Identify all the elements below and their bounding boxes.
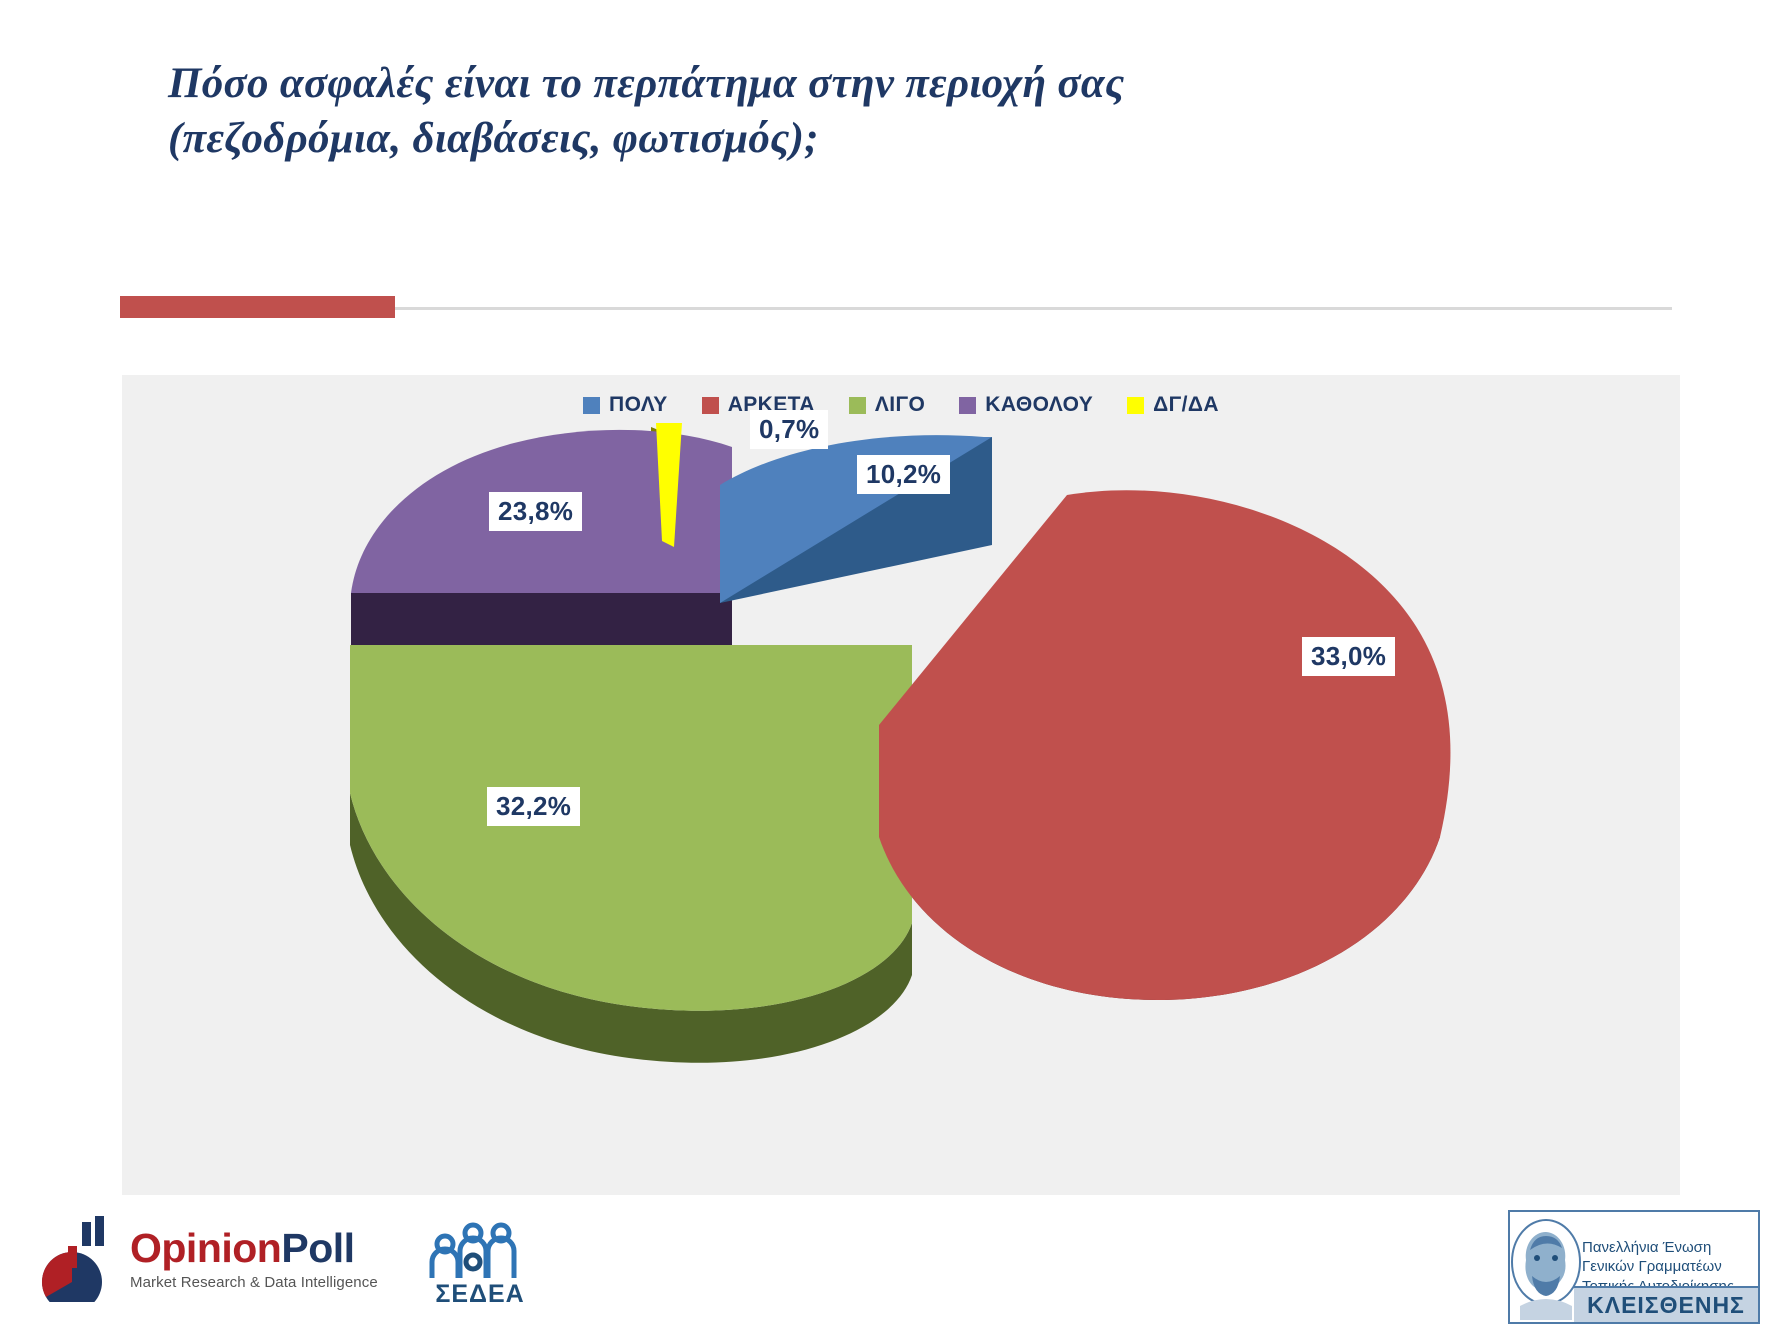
opinionpoll-name-part2: Poll <box>281 1224 355 1271</box>
legend-item-polu[interactable]: ΠΟΛΥ <box>583 393 668 417</box>
data-label-katholou: 23,8% <box>489 492 583 531</box>
legend-label-katholou: ΚΑΘΟΛΟΥ <box>985 393 1094 416</box>
opinionpoll-logo: OpinionPoll Market Research & Data Intel… <box>38 1216 378 1302</box>
legend-label-polu: ΠΟΛΥ <box>609 393 668 416</box>
pie-slice-top-dgda <box>656 423 682 547</box>
kleisthenis-name-bar: ΚΛΕΙΣΘΕΝΗΣ <box>1574 1286 1758 1322</box>
opinionpoll-wordmark: OpinionPoll Market Research & Data Intel… <box>130 1224 378 1291</box>
legend-item-ligo[interactable]: ΛΙΓΟ <box>848 393 926 417</box>
legend-swatch-icon-dgda <box>1127 396 1145 414</box>
footer-logo-bar: OpinionPoll Market Research & Data Intel… <box>0 1198 1776 1332</box>
legend-item-katholou[interactable]: ΚΑΘΟΛΟΥ <box>959 393 1093 417</box>
page-title-line-2: (πεζοδρόμια, διαβάσεις, φωτισμός); <box>168 115 819 163</box>
legend-item-dgda[interactable]: ΔΓ/ΔΑ <box>1127 393 1219 417</box>
opinionpoll-pie-bars-icon <box>41 1216 104 1302</box>
legend-label-ligo: ΛΙΓΟ <box>874 393 926 416</box>
kleisthenis-line-2: Γενικών Γραμματέων <box>1582 1258 1722 1276</box>
chart-legend: ΠΟΛΥ ΑΡΚΕΤΑ ΛΙΓΟ ΚΑΘΟΛΟΥ ΔΓ/ΔΑ <box>122 393 1680 417</box>
divider-line <box>120 307 1672 310</box>
pie-slice-side-katholou <box>351 593 732 645</box>
pie-slice-top-ligo <box>350 645 912 1011</box>
pie-slice-top-arketa <box>879 490 1451 1000</box>
data-label-polu: 10,2% <box>857 455 951 494</box>
opinionpoll-name-part1: Opinion <box>130 1224 282 1271</box>
data-label-dgda: 0,7% <box>750 410 829 449</box>
page-title-line-1: Πόσο ασφαλές είναι το περπάτημα στην περ… <box>168 60 1125 107</box>
data-label-ligo: 32,2% <box>487 787 581 826</box>
legend-swatch-icon-arketa <box>701 396 719 414</box>
divider-accent-bar <box>120 296 395 318</box>
sedea-people-icon <box>429 1222 517 1278</box>
data-label-arketa: 33,0% <box>1302 637 1396 676</box>
page-title: Πόσο ασφαλές είναι το περπάτημα στην περ… <box>168 56 1418 166</box>
sedea-logo: ΣΕΔΕΑ <box>415 1222 545 1309</box>
pie-chart-3d <box>350 423 1451 1063</box>
kleisthenis-line-1: Πανελλήνια Ένωση <box>1582 1239 1712 1257</box>
kleisthenis-name: ΚΛΕΙΣΘΕΝΗΣ <box>1587 1291 1745 1318</box>
legend-swatch-icon-polu <box>583 396 601 414</box>
opinionpoll-tagline: Market Research & Data Intelligence <box>130 1273 378 1291</box>
sedea-name: ΣΕΔΕΑ <box>435 1280 525 1308</box>
chart-panel: ΠΟΛΥ ΑΡΚΕΤΑ ΛΙΓΟ ΚΑΘΟΛΟΥ ΔΓ/ΔΑ <box>122 375 1680 1195</box>
kleisthenis-portrait-icon <box>1511 1219 1581 1320</box>
pie-slice-side-ligo <box>350 793 912 1063</box>
kleisthenis-logo: Πανελλήνια Ένωση Γενικών Γραμματέων Τοπι… <box>1508 1210 1760 1324</box>
legend-label-dgda: ΔΓ/ΔΑ <box>1153 393 1219 416</box>
legend-swatch-icon-katholou <box>959 396 977 414</box>
legend-swatch-icon-ligo <box>848 396 866 414</box>
opinionpoll-name: OpinionPoll <box>130 1224 378 1271</box>
